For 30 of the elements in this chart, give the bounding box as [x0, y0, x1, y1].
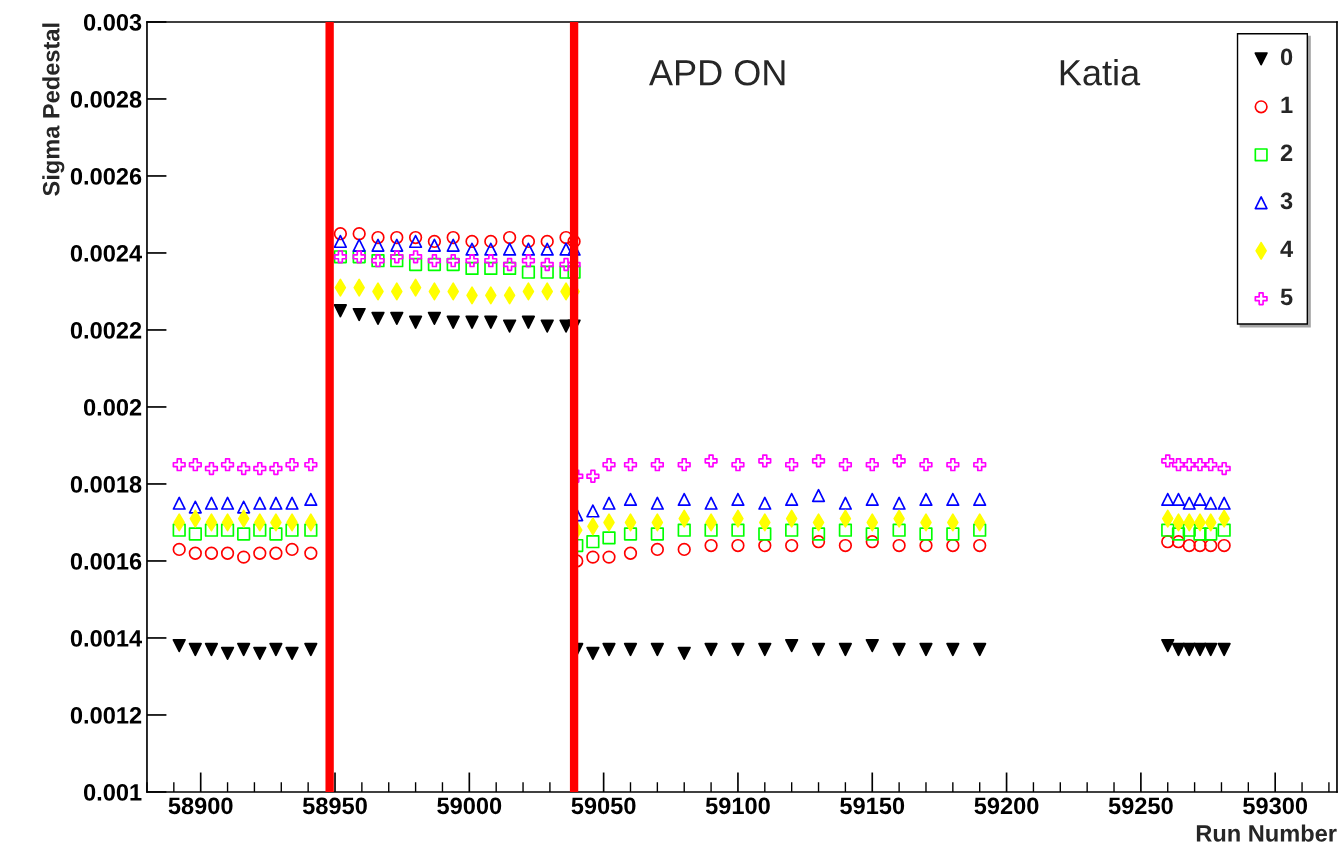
y-tick-label: 0.003: [83, 14, 142, 31]
annotation: APD ON: [649, 59, 785, 86]
legend-label: 1: [1281, 96, 1293, 114]
x-tick-label: 58950: [302, 797, 367, 815]
legend-label: 0: [1280, 48, 1293, 66]
y-tick-label: 0.0018: [70, 476, 142, 493]
legend-label: 2: [1280, 144, 1293, 162]
y-tick-label: 0.0014: [70, 630, 142, 647]
y-tick-label: 0.0026: [70, 168, 142, 185]
y-tick-label: 0.0024: [70, 245, 142, 262]
y-tick-label: 0.0016: [70, 553, 142, 570]
x-tick-label: 59050: [571, 797, 636, 815]
x-tick-label: 59300: [1243, 797, 1308, 815]
y-tick-label: 0.001: [83, 784, 142, 801]
x-tick-label: 59000: [437, 797, 502, 815]
y-tick-label: 0.0028: [70, 91, 142, 108]
x-tick-label: 59100: [705, 797, 770, 815]
legend-label: 5: [1280, 288, 1293, 306]
y-tick-label: 0.0012: [70, 707, 142, 724]
x-tick-label: 59200: [974, 797, 1039, 815]
x-tick-label: 59150: [840, 797, 905, 815]
legend-label: 4: [1280, 240, 1294, 257]
legend-label: 3: [1280, 192, 1293, 210]
x-tick-label: 58900: [168, 797, 233, 815]
y-tick-label: 0.0022: [70, 322, 142, 339]
y-tick-label: 0.002: [83, 399, 142, 416]
x-axis-title: Run Number: [1196, 824, 1337, 842]
x-tick-label: 59250: [1108, 797, 1173, 815]
annotation: Katia: [1060, 59, 1141, 86]
y-axis-title: Sigma Pedestal: [42, 23, 65, 196]
